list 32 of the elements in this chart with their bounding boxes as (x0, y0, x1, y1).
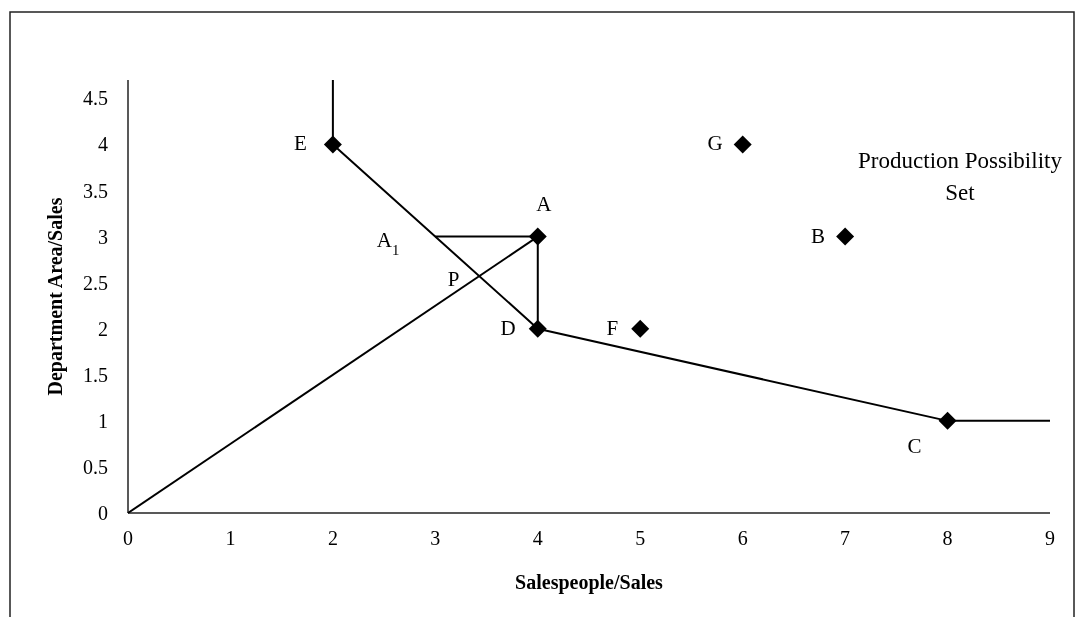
x-tick-label: 3 (430, 527, 441, 549)
y-tick-label: 0 (98, 502, 108, 524)
x-tick-label: 7 (840, 527, 851, 549)
x-tick-label: 6 (737, 527, 748, 549)
y-tick-label: 3.5 (83, 179, 108, 202)
y-tick-label: 1 (98, 409, 108, 432)
annotation: P (447, 267, 460, 292)
annotation: B (811, 223, 826, 248)
y-tick-label: 4.5 (83, 87, 108, 110)
annotation: Production Possibility Set (858, 148, 1063, 205)
x-tick-label: 5 (635, 527, 646, 549)
annotation: F (606, 315, 619, 340)
x-tick-label: 0 (123, 527, 133, 549)
x-tick-label: 8 (942, 527, 953, 549)
y-tick-label: 4 (98, 133, 108, 156)
y-tick-label: 2 (98, 317, 108, 340)
annotation: C (907, 433, 922, 458)
annotation: G (707, 131, 723, 156)
x-tick-label: 1 (225, 527, 236, 549)
y-axis-title: Department Area/Sales (44, 197, 67, 396)
y-tick-label: 1.5 (83, 363, 108, 386)
x-tick-label: 4 (532, 527, 543, 549)
x-axis-title: Salespeople/Sales (515, 571, 664, 594)
y-tick-label: 2.5 (83, 271, 108, 294)
y-tick-label: 3 (98, 225, 108, 248)
annotation: A (536, 191, 553, 216)
annotation: D (500, 315, 516, 340)
x-tick-label: 2 (327, 527, 338, 549)
annotation: E (294, 131, 307, 156)
y-tick-label: 0.5 (83, 455, 108, 478)
x-tick-label: 9 (1045, 527, 1055, 549)
annotation: A$_{1}$ (376, 227, 400, 258)
